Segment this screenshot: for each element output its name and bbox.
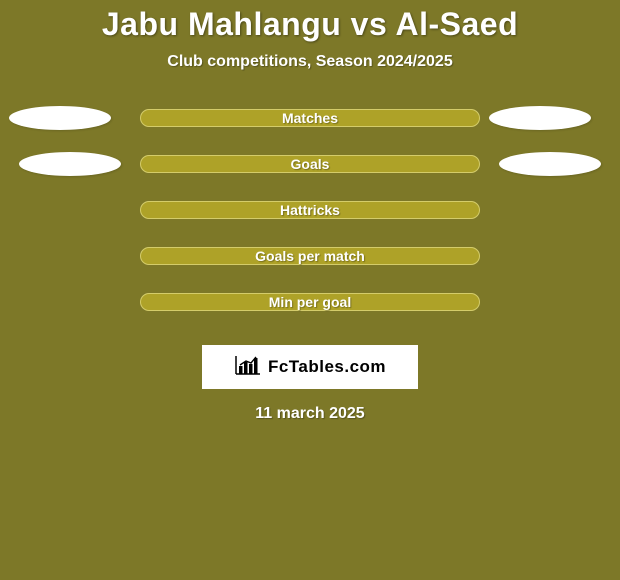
stat-bar: Matches	[140, 109, 480, 127]
stat-row-matches: Matches	[0, 109, 620, 127]
stats-container: Matches Goals Hattricks Goals per match …	[0, 109, 620, 311]
bar-chart-icon	[234, 354, 262, 381]
left-value-bubble	[19, 152, 121, 176]
page-title: Jabu Mahlangu vs Al-Saed	[0, 0, 620, 43]
stat-bar: Min per goal	[140, 293, 480, 311]
stat-label: Min per goal	[269, 294, 351, 310]
stat-bar: Hattricks	[140, 201, 480, 219]
stat-row-goals-per-match: Goals per match	[0, 247, 620, 265]
badge-inner: FcTables.com	[234, 354, 386, 381]
stat-label: Matches	[282, 110, 338, 126]
stat-bar: Goals	[140, 155, 480, 173]
left-value-bubble	[9, 106, 111, 130]
source-badge: FcTables.com	[202, 345, 418, 389]
stat-row-hattricks: Hattricks	[0, 201, 620, 219]
stat-row-goals: Goals	[0, 155, 620, 173]
right-value-bubble	[499, 152, 601, 176]
footer-date: 11 march 2025	[0, 405, 620, 423]
comparison-infographic: Jabu Mahlangu vs Al-Saed Club competitio…	[0, 0, 620, 580]
right-value-bubble	[489, 106, 591, 130]
stat-label: Goals per match	[255, 248, 365, 264]
stat-label: Hattricks	[280, 202, 340, 218]
stat-row-min-per-goal: Min per goal	[0, 293, 620, 311]
stat-bar: Goals per match	[140, 247, 480, 265]
badge-text: FcTables.com	[268, 357, 386, 377]
page-subtitle: Club competitions, Season 2024/2025	[0, 53, 620, 71]
stat-label: Goals	[291, 156, 330, 172]
